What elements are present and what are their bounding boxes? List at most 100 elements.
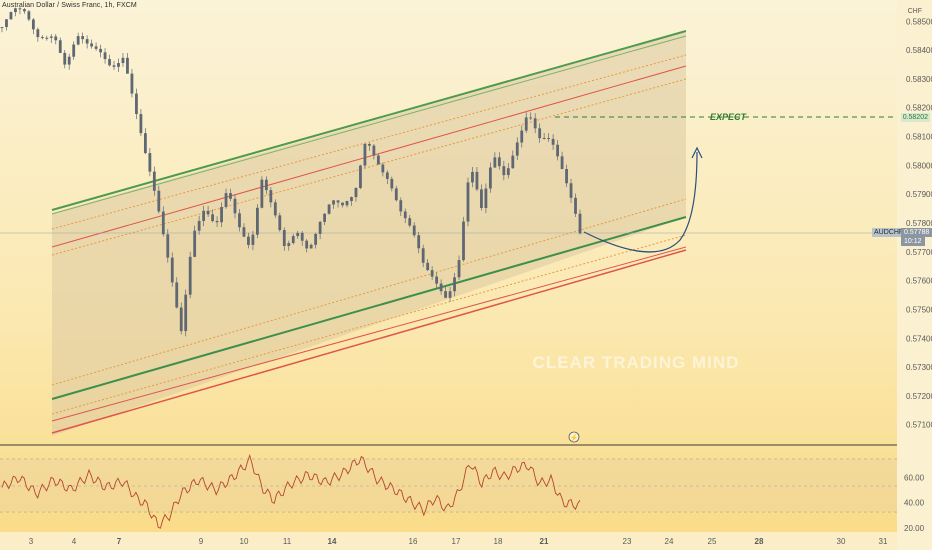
candle-body: [148, 153, 152, 172]
candle-body: [23, 9, 26, 12]
candle-body: [224, 193, 228, 208]
candle-body: [0, 27, 4, 29]
candle-body: [336, 200, 340, 203]
time-tick-label: 18: [494, 537, 503, 546]
candle-body: [426, 262, 430, 271]
candle-body: [430, 270, 434, 277]
channel-dotted-2: [51, 78, 687, 256]
candle-body: [108, 59, 111, 66]
candle-body: [390, 178, 394, 189]
time-tick-label: 17: [452, 537, 461, 546]
candle-body: [161, 211, 165, 235]
candle-body: [278, 215, 282, 231]
candle-body: [421, 248, 425, 263]
candle-body: [112, 65, 116, 67]
price-series[interactable]: [0, 7, 582, 337]
candle-body: [54, 36, 58, 41]
candle-body: [466, 182, 470, 222]
time-tick-label: 31: [879, 537, 888, 546]
candle-body: [117, 63, 120, 67]
candle-body: [363, 143, 367, 166]
candle-body: [287, 243, 291, 246]
candle-body: [76, 36, 80, 45]
time-tick-label: 11: [283, 537, 292, 546]
expect-price-tag: 0.58202: [900, 113, 930, 122]
rsi-series[interactable]: [1, 453, 581, 529]
price-scale[interactable]: [897, 0, 932, 550]
candle-body: [574, 197, 577, 214]
candle-body: [157, 190, 161, 212]
channel-dotted-4: [51, 234, 687, 415]
candle-body: [403, 211, 407, 219]
candle-body: [40, 37, 44, 39]
rsi-band: [0, 459, 897, 512]
channel-red-lower[interactable]: [51, 246, 687, 422]
candle-body: [332, 200, 335, 205]
candle-body: [457, 260, 461, 278]
time-tick-label: 7: [117, 537, 122, 546]
candle-body: [206, 210, 210, 215]
channel-red-bottom[interactable]: [51, 249, 687, 434]
candle-body: [5, 19, 8, 28]
event-marker[interactable]: [568, 431, 580, 443]
time-tick-label: 16: [409, 537, 418, 546]
candle-body: [36, 29, 40, 38]
candle-body: [255, 207, 259, 235]
candle-body: [152, 171, 156, 191]
candle-body: [121, 57, 125, 64]
projection-curve[interactable]: [583, 151, 698, 253]
candle-body: [475, 171, 479, 190]
candle-body: [368, 143, 371, 146]
candle-body: [251, 234, 255, 245]
candle-body: [412, 225, 416, 236]
expect-label: EXPECT: [710, 112, 748, 122]
currency-label: CHF: [907, 8, 922, 15]
candle-body: [282, 230, 286, 246]
candle-body: [385, 172, 389, 179]
candle-body: [291, 236, 295, 244]
candle-body: [345, 201, 349, 206]
candle-body: [524, 117, 528, 131]
candle-body: [372, 145, 376, 156]
rsi-tick-label: 20.00: [904, 524, 925, 533]
channel-red-upper[interactable]: [51, 65, 687, 248]
candle-body: [565, 168, 568, 184]
candle-body: [444, 291, 447, 298]
candle-body: [515, 142, 519, 156]
candle-body: [439, 283, 443, 292]
candle-body: [72, 44, 76, 57]
candle-body: [184, 294, 188, 332]
candle-body: [211, 214, 214, 221]
candle-body: [260, 179, 264, 208]
candle-body: [197, 220, 201, 231]
candle-body: [220, 207, 223, 223]
candle-body: [58, 40, 62, 53]
candle-body: [394, 188, 398, 201]
candle-body: [538, 128, 542, 139]
candle-body: [569, 183, 573, 198]
candle-body: [31, 19, 35, 30]
candle-body: [296, 232, 300, 237]
candle-body: [560, 156, 564, 169]
time-axis-ticks: 3 4 7 9 10 11 14 16 17 18 21 23 24 25 28 30 31: [29, 537, 888, 546]
rsi-tick-label: 60.00: [904, 473, 925, 482]
candle-body: [14, 8, 17, 13]
rsi-axis-ticks: 60.00 40.00 20.00: [904, 473, 925, 533]
channel-bottom-green[interactable]: [51, 216, 687, 400]
channel-top-green[interactable]: [51, 30, 687, 211]
candle-body: [193, 230, 197, 257]
candle-body: [542, 137, 546, 139]
candle-body: [264, 179, 268, 191]
candle-body: [305, 240, 309, 249]
candle-body: [417, 235, 421, 249]
time-scale[interactable]: [0, 532, 897, 550]
